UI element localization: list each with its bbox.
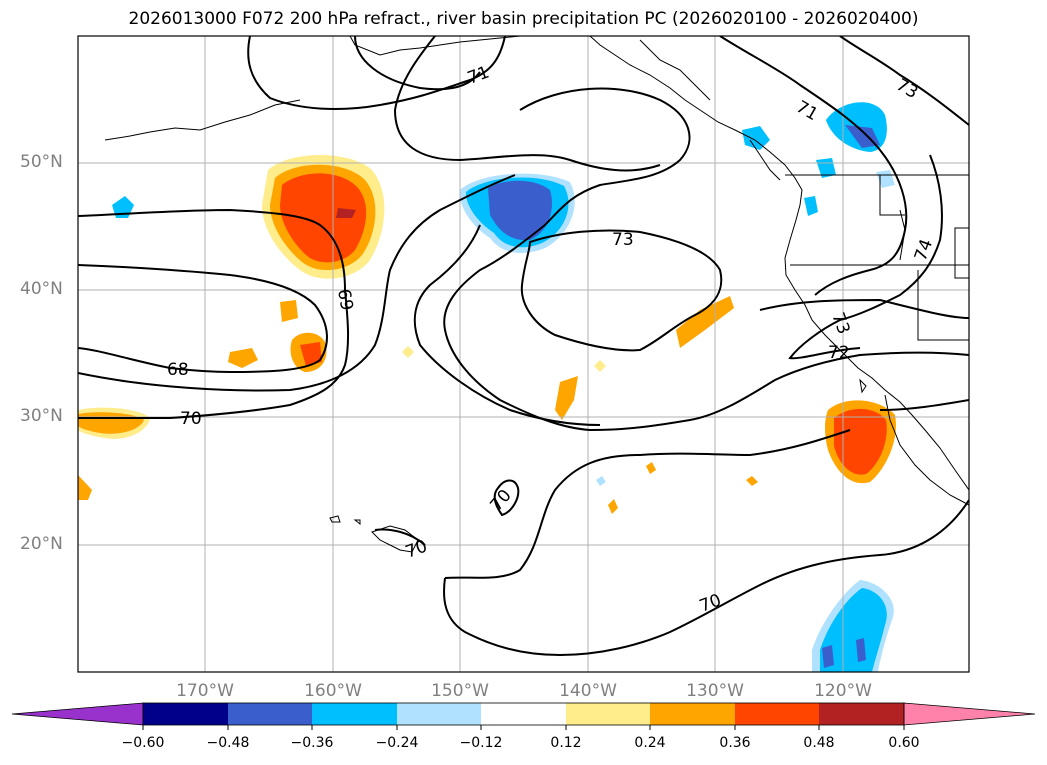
negative-precip-areas: [112, 102, 895, 672]
colorbar-extend-high: [903, 702, 1036, 726]
lat-label: 40°N: [20, 279, 63, 299]
colorbar-swatch: [312, 703, 397, 725]
map-frame: [77, 35, 970, 673]
contour-label: 69: [333, 287, 356, 312]
contour-label: 73: [612, 230, 634, 250]
contour-label: 74: [911, 237, 937, 264]
colorbar-swatch: [143, 703, 228, 725]
contour-label: 70: [697, 591, 724, 617]
lat-label: 20°N: [20, 534, 63, 554]
lat-label: 50°N: [20, 152, 63, 172]
colorbar-swatch: [735, 703, 819, 725]
contour-label: 71: [793, 97, 822, 125]
colorbar-extend-low: [11, 702, 144, 726]
lon-label: 170°W: [176, 681, 234, 701]
colorbar-swatch: [228, 703, 312, 725]
colorbar-swatch: [819, 703, 904, 725]
contour-label: 70: [403, 537, 430, 563]
map-title: 2026013000 F072 200 hPa refract., river …: [128, 9, 919, 29]
colorbar-swatch: [650, 703, 735, 725]
lon-label: 130°W: [686, 681, 744, 701]
lon-label: 140°W: [559, 681, 617, 701]
colorbar-tick-label: 0.36: [719, 735, 751, 751]
colorbar-tick-label: 0.48: [803, 735, 835, 751]
colorbar-tick-label: 0.60: [888, 735, 920, 751]
colorbar-swatch: [566, 703, 650, 725]
colorbar-tick-label: 0.12: [550, 735, 582, 751]
colorbar-tick-label: −0.12: [459, 735, 503, 751]
contour-label: 71: [465, 63, 492, 89]
contour-label: 73: [893, 75, 922, 103]
colorbar-tick-label: −0.48: [206, 735, 250, 751]
refractivity-contours: [78, 36, 969, 657]
lat-label: 30°N: [20, 406, 63, 426]
contour-label: 72: [828, 343, 850, 363]
lon-label: 120°W: [814, 681, 872, 701]
lon-label: 150°W: [431, 681, 489, 701]
contour-labels: 71 71 73 73 73 74 69 68 70 70 70 70 72 7…: [167, 63, 937, 617]
coastlines: [104, 36, 969, 553]
colorbar-tick-label: 0.24: [634, 735, 666, 751]
contour-label: 68: [167, 360, 189, 380]
contour-label: 70: [487, 486, 516, 515]
contour-label: 73: [827, 310, 853, 337]
colorbar-tick-label: −0.24: [375, 735, 419, 751]
colorbar-tick-label: −0.60: [121, 735, 165, 751]
colorbar-swatch: [397, 703, 481, 725]
lon-label: 160°W: [304, 681, 362, 701]
contour-label: 70: [180, 409, 202, 429]
colorbar-tick-label: −0.36: [290, 735, 334, 751]
colorbar: [11, 702, 1036, 730]
colorbar-swatch: [481, 703, 566, 725]
